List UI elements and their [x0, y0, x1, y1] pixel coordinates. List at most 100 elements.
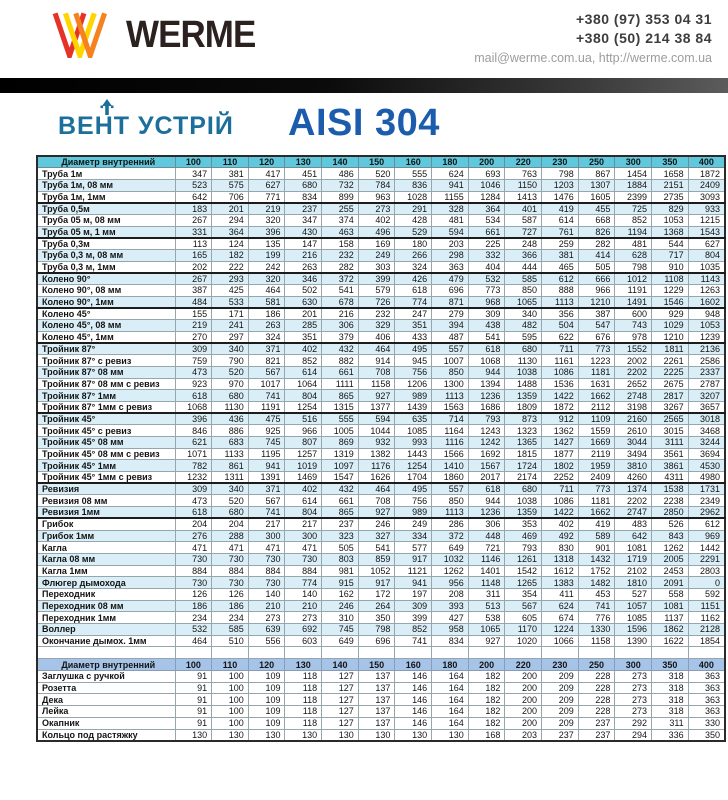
- price-cell: 2136: [687, 342, 726, 356]
- price-cell: 1236: [467, 506, 506, 520]
- price-cell: 3244: [687, 436, 726, 449]
- price-cell: 532: [467, 272, 506, 286]
- price-cell: 328: [431, 202, 469, 215]
- price-cell: 1191: [614, 284, 653, 297]
- row-label: Кагла 1мм: [36, 564, 176, 578]
- price-cell: 1019: [284, 459, 323, 473]
- price-cell: 402: [357, 213, 396, 227]
- price-cell: 622: [541, 330, 579, 344]
- price-cell: 484: [174, 295, 213, 309]
- table-row: Ревизия 309 340 371 402 432 464 495 557 618 680 711…: [36, 482, 726, 496]
- price-cell: 865: [321, 389, 359, 402]
- price-cell: 172: [357, 587, 396, 601]
- price-cell: 790: [211, 354, 249, 367]
- price-cell: 869: [321, 436, 359, 449]
- price-cell: 1692: [467, 447, 506, 461]
- row-label: Труба 0,5м: [36, 202, 176, 215]
- price-cell: 273: [614, 693, 653, 707]
- price-cell: 109: [247, 693, 286, 707]
- price-cell: 966: [577, 284, 616, 297]
- price-cell: 730: [174, 552, 213, 566]
- price-cell: 850: [431, 494, 469, 508]
- price-cell: 2748: [614, 389, 653, 402]
- price-cell: 1815: [504, 447, 543, 461]
- diameter-column-header: 220: [504, 658, 543, 672]
- row-label: Ревизия 1мм: [36, 506, 176, 520]
- price-cell: 850: [431, 365, 469, 379]
- price-cell: 91: [174, 705, 213, 718]
- price-cell: 146: [394, 705, 433, 718]
- price-cell: 798: [357, 623, 396, 636]
- table-row: Кагла 1мм 884 884 884 884 981 1052 1121 1262 1401…: [36, 564, 726, 578]
- price-cell: 318: [651, 670, 689, 683]
- price-cell: 285: [284, 319, 323, 332]
- price-cell: 259: [541, 237, 579, 250]
- price-cell: 730: [211, 552, 249, 566]
- price-table: Диаметр внутренний 100 110 120 130 140 150 160 1…: [36, 155, 726, 742]
- price-cell: 741: [577, 599, 616, 613]
- price-cell: 297: [211, 330, 249, 344]
- price-cell: 600: [614, 307, 653, 321]
- price-cell: 291: [394, 202, 433, 215]
- price-cell: 300: [247, 529, 286, 543]
- price-cell: 821: [247, 354, 286, 367]
- price-cell: 727: [504, 225, 543, 239]
- spacer-cell: [467, 646, 506, 660]
- row-label: Тройник 87° 1мм с ревиз: [36, 400, 176, 415]
- price-cell: 2119: [577, 447, 616, 461]
- price-cell: 1116: [431, 436, 469, 449]
- brand-row: ВЕНТ УСТРІЙ AISI 304: [0, 98, 728, 148]
- price-cell: 406: [357, 330, 396, 344]
- price-cell: 130: [211, 728, 249, 742]
- price-cell: 448: [467, 529, 506, 543]
- price-cell: 2787: [687, 377, 726, 391]
- price-cell: 1359: [504, 389, 543, 402]
- price-cell: 2803: [687, 564, 726, 578]
- price-cell: 0: [687, 576, 726, 589]
- price-cell: 1130: [504, 354, 543, 367]
- price-cell: 567: [247, 494, 286, 508]
- row-label: Тройник 87° с ревиз: [36, 354, 176, 367]
- price-cell: 353: [504, 517, 543, 531]
- price-cell: 585: [211, 623, 249, 636]
- diameter-column-header: 150: [357, 155, 396, 169]
- price-cell: 394: [431, 319, 469, 332]
- row-label: Труба 05 м, 08 мм: [36, 213, 176, 227]
- price-cell: 618: [394, 284, 433, 297]
- price-cell: 666: [577, 272, 616, 286]
- price-cell: 364: [467, 202, 506, 215]
- price-cell: 374: [321, 213, 359, 227]
- table-row: Тройник 87° 309 340 371 402 432 464 495 557 618 68…: [36, 342, 726, 356]
- price-cell: 118: [284, 716, 323, 730]
- row-label: Дека: [36, 693, 176, 707]
- price-cell: 1877: [541, 447, 579, 461]
- price-cell: 592: [687, 587, 726, 601]
- price-cell: 829: [651, 202, 689, 215]
- table-row: Тройник 45° 396 436 475 516 555 594 635 714 793 87…: [36, 412, 726, 426]
- price-cell: 1038: [504, 365, 543, 379]
- price-cell: 372: [431, 529, 469, 543]
- price-cell: 228: [577, 681, 616, 695]
- price-cell: 1130: [211, 400, 249, 415]
- row-label: Кагла 08 мм: [36, 552, 176, 566]
- price-cell: 1262: [431, 564, 469, 578]
- price-cell: 495: [394, 482, 433, 496]
- price-cell: 475: [247, 412, 286, 426]
- price-cell: 1284: [467, 190, 506, 204]
- price-cell: 929: [651, 307, 689, 321]
- price-cell: 2225: [651, 365, 689, 379]
- price-cell: 273: [614, 681, 653, 695]
- price-cell: 680: [504, 342, 543, 356]
- price-cell: 1164: [431, 424, 469, 437]
- price-cell: 471: [211, 541, 249, 554]
- diameter-column-header: 350: [651, 155, 689, 169]
- price-cell: 471: [174, 541, 213, 554]
- price-cell: 1605: [577, 190, 616, 204]
- logo-text: WERME: [126, 13, 256, 56]
- price-cell: 1811: [651, 342, 689, 356]
- price-cell: 168: [467, 728, 506, 742]
- table-row: Труба 1м 347 381 417 451 486 520 555 624 693 763 79…: [36, 167, 726, 180]
- price-cell: 628: [614, 249, 653, 262]
- diameter-column-header: 250: [577, 658, 616, 672]
- price-cell: 2817: [651, 389, 689, 402]
